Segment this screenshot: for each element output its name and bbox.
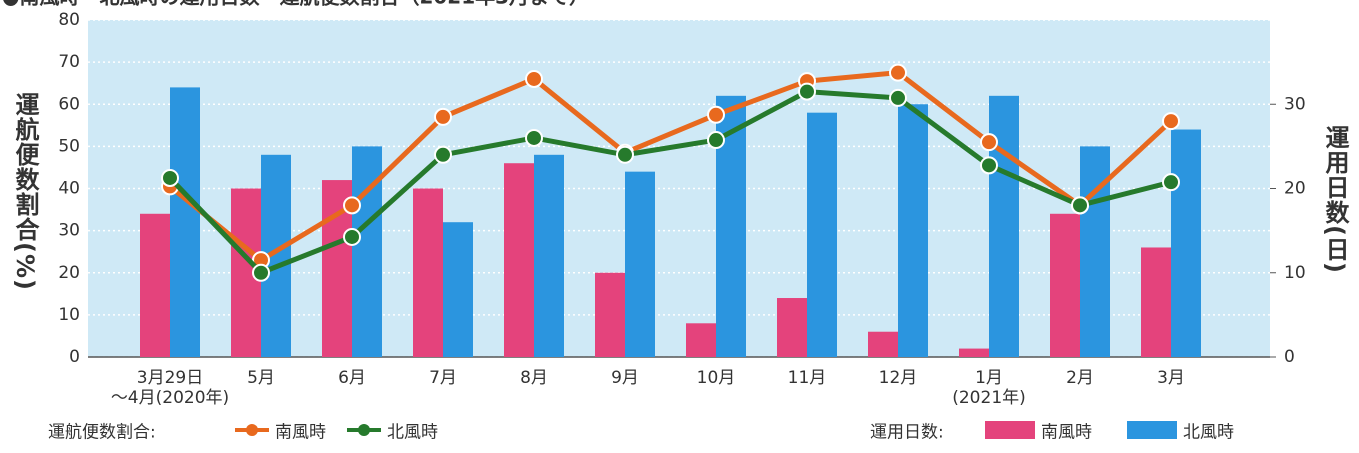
y-tick-label: 40: [58, 179, 80, 199]
x-tick-label: 8月: [520, 368, 548, 388]
line-marker: [707, 105, 725, 124]
bar: [1050, 213, 1080, 357]
legend-label: 北風時: [1183, 422, 1234, 443]
bar: [595, 272, 625, 357]
line-marker: [252, 263, 270, 282]
y-tick-label: 80: [58, 10, 80, 30]
bar: [1080, 146, 1110, 357]
line-marker: [1162, 112, 1180, 131]
legend-marker: [246, 424, 258, 436]
line-marker: [980, 156, 998, 175]
chart-title: ●南風時・北風時の運用日数・運航便数割合（2021年3月まで）: [2, 0, 589, 9]
legend-swatch: [985, 421, 1035, 439]
y-tick-label: 10: [58, 305, 80, 325]
y2-tick-label: 30: [1284, 94, 1306, 114]
bar: [140, 213, 170, 357]
line-marker: [707, 131, 725, 150]
y-tick-label: 60: [58, 94, 80, 114]
y-tick-label: 50: [58, 136, 80, 156]
y2-tick-label: 0: [1284, 347, 1295, 367]
line-marker: [980, 133, 998, 152]
bar: [443, 222, 473, 357]
line-marker: [525, 128, 543, 147]
line-marker: [889, 88, 907, 107]
line: [168, 70, 1173, 263]
y-tick-label: 20: [58, 263, 80, 283]
bar: [777, 298, 807, 357]
x-tick-label: 3月: [1157, 368, 1185, 388]
line-marker: [616, 145, 634, 164]
x-tick-label: 7月: [429, 368, 457, 388]
line-marker: [1071, 196, 1089, 215]
line-marker: [343, 196, 361, 215]
x-tick-label: 2月: [1066, 368, 1094, 388]
x-tick-label: 9月: [611, 368, 639, 388]
bar: [686, 323, 716, 357]
bar: [1171, 129, 1201, 357]
bar: [868, 331, 898, 357]
line-marker: [1162, 173, 1180, 192]
x-tick-label: 11月: [787, 368, 827, 388]
bar: [504, 163, 534, 357]
legend-title: 運用日数:: [870, 422, 944, 443]
legend-label: 南風時: [1041, 422, 1092, 443]
line-marker: [434, 107, 452, 126]
y2-tick-label: 20: [1284, 179, 1306, 199]
y2-axis-label: 運用日数(日): [1321, 125, 1349, 274]
y2-tick-label: 10: [1284, 263, 1306, 283]
y-tick-label: 70: [58, 52, 80, 72]
x-tick-label: 3月29日 ～4月(2020年): [110, 368, 230, 408]
x-tick-label: 12月: [878, 368, 918, 388]
bar: [1141, 247, 1171, 357]
y-tick-label: 30: [58, 221, 80, 241]
line-marker: [525, 69, 543, 88]
bar: [959, 348, 989, 357]
line-marker: [798, 82, 816, 101]
legend-swatch: [1127, 421, 1177, 439]
line-marker: [161, 168, 179, 187]
y-tick-label: 0: [69, 347, 80, 367]
legend-marker: [358, 424, 370, 436]
x-tick-label: 5月: [247, 368, 275, 388]
x-tick-label: 10月: [696, 368, 736, 388]
bar: [807, 112, 837, 357]
bar: [413, 188, 443, 357]
legend-title: 運航便数割合:: [48, 422, 156, 443]
y-axis-label: 運航便数割合(%): [11, 92, 39, 291]
line-marker: [889, 63, 907, 82]
line: [168, 89, 1172, 276]
legend-label: 北風時: [387, 422, 438, 443]
bar: [625, 171, 655, 357]
bar: [170, 87, 200, 358]
line-marker: [434, 145, 452, 164]
line-marker: [343, 227, 361, 246]
bar: [534, 154, 564, 357]
bar: [898, 104, 928, 357]
x-tick-label: 1月 (2021年): [952, 368, 1026, 408]
legend-label: 南風時: [275, 422, 326, 443]
x-tick-label: 6月: [338, 368, 366, 388]
